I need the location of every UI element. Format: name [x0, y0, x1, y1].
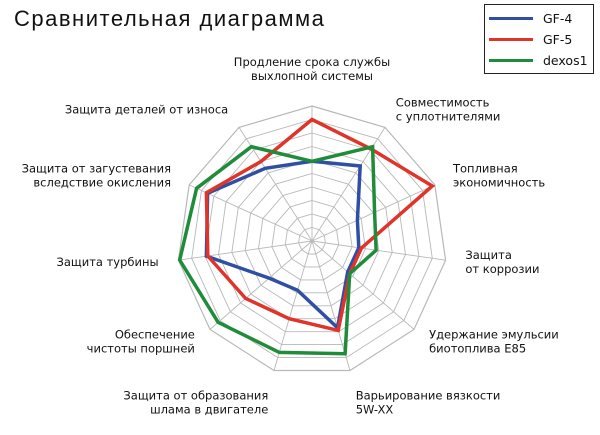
axis-label: Совместимость с уплотнителями — [396, 96, 501, 124]
legend-label: GF-4 — [543, 10, 573, 26]
legend-item: GF-5 — [489, 30, 572, 48]
legend-item: GF-4 — [489, 9, 572, 27]
grid-ring — [284, 213, 340, 268]
legend-label: GF-5 — [543, 31, 573, 47]
axis-label: Защита деталей от износа — [65, 103, 228, 117]
grid-ring — [218, 146, 406, 333]
series-line-gf-5 — [204, 117, 436, 333]
chart-title: Сравнительная диаграмма — [14, 6, 326, 31]
legend-label: dexos1 — [543, 52, 588, 68]
axis-label: Варьирование вязкости 5W-XX — [356, 389, 501, 417]
series-line-dexos1 — [177, 144, 378, 356]
series-line-gf-4 — [204, 159, 363, 332]
grid-ring — [177, 105, 447, 372]
legend-item: dexos1 — [489, 51, 588, 69]
chart-legend: GF-4 GF-5 dexos1 — [484, 4, 594, 74]
axis-label: Защита от образования шлама в двигателе — [123, 389, 268, 417]
grid-spoke — [311, 240, 446, 261]
grid-spoke — [178, 240, 313, 261]
grid-spoke — [273, 240, 313, 371]
grid-ring — [271, 200, 353, 281]
legend-swatch — [489, 58, 533, 62]
legend-swatch — [489, 16, 533, 20]
grid-ring — [298, 227, 326, 255]
grid-spoke — [311, 240, 415, 330]
grid-ring — [231, 159, 393, 320]
axis-label: Обеспечение чистоты поршней — [87, 328, 195, 356]
legend-swatch — [489, 37, 533, 41]
axis-label: Защита турбины — [56, 255, 158, 269]
grid-spoke — [209, 240, 313, 330]
axis-label: Удержание эмульсии биотоплива E85 — [429, 328, 559, 356]
axis-label: Защита от загустевания вследствие окислен… — [22, 162, 171, 190]
axis-label: Продление срока службы выхлопной системы — [234, 55, 390, 83]
axis-label: Топливная экономичность — [452, 162, 545, 190]
grid-ring — [191, 119, 433, 359]
axis-label: Защита от коррозии — [465, 248, 539, 276]
